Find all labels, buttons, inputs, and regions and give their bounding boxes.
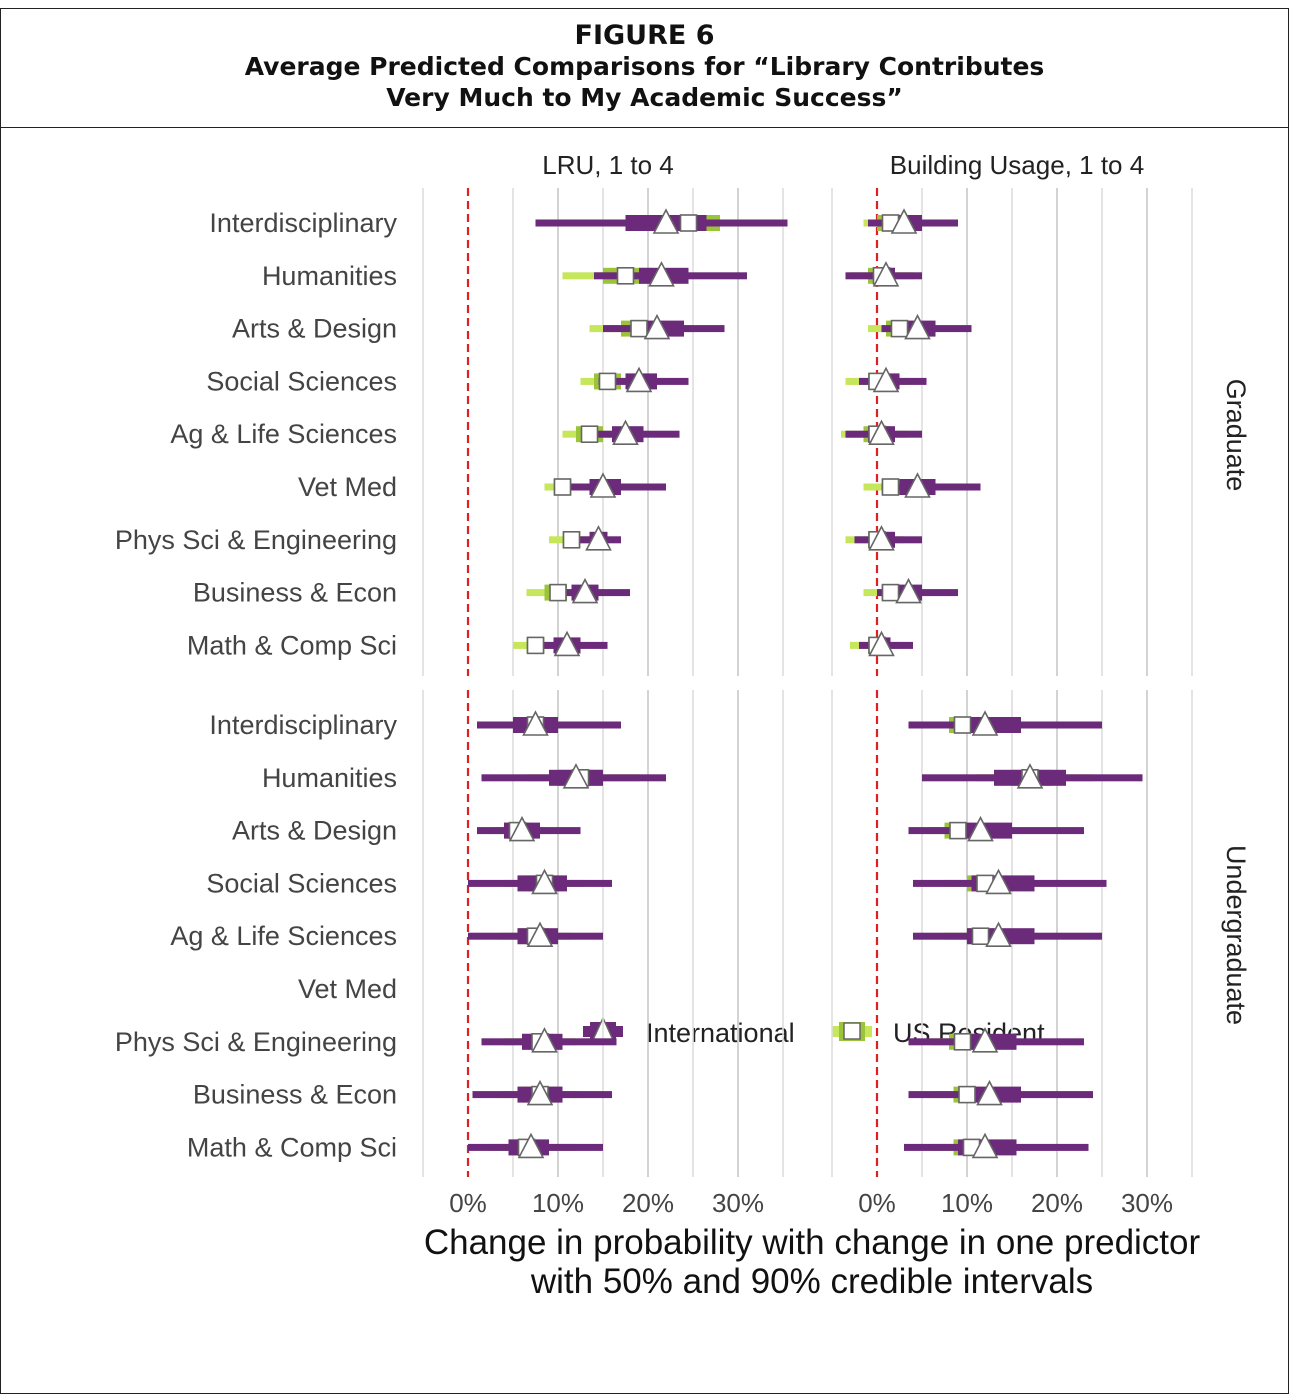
us-social-sciences-mean-square	[598, 372, 617, 391]
x-tick-label: 0%	[858, 1188, 896, 1218]
intl-interdisciplinary-mean-triangle	[971, 710, 999, 736]
category-label-phys-sci-and-engineering: Phys Sci & Engineering	[115, 1027, 397, 1057]
figure-label: FIGURE 6	[574, 20, 715, 51]
x-tick-label: 10%	[532, 1188, 584, 1218]
category-label-interdisciplinary: Interdisciplinary	[209, 208, 397, 238]
category-label-math-and-comp-sci: Math & Comp Sci	[187, 630, 397, 660]
category-label-humanities: Humanities	[262, 763, 397, 793]
x-tick-label: 10%	[941, 1188, 993, 1218]
intl-interdisciplinary-mean-triangle	[522, 710, 549, 736]
x-tick-label: 20%	[1031, 1188, 1083, 1218]
us-interdisciplinary-mean-square	[953, 716, 972, 734]
intl-arts-and-design-mean-triangle	[508, 815, 536, 842]
x-axis-title-line-2: with 50% and 90% credible intervals	[530, 1262, 1093, 1301]
intl-business-and-econ-mean-triangle	[895, 577, 922, 604]
category-label-arts-and-design: Arts & Design	[232, 314, 397, 344]
us-phys-sci-and-engineering-mean-square	[953, 1033, 972, 1051]
us-business-and-econ-mean-square	[881, 583, 900, 602]
intl-humanities-mean-triangle	[648, 261, 675, 287]
figure-title-line-2: Very Much to My Academic Success”	[386, 83, 903, 112]
category-label-business-and-econ: Business & Econ	[193, 578, 397, 608]
intl-humanities-mean-triangle	[562, 763, 590, 789]
x-axis-title-line-1: Change in probability with change in one…	[424, 1223, 1201, 1262]
intl-math-and-comp-sci-mean-triangle	[517, 1132, 545, 1159]
x-tick-label: 20%	[622, 1188, 674, 1218]
intl-arts-and-design-mean-triangle	[904, 313, 931, 340]
x-tick-label: 30%	[712, 1188, 764, 1218]
intl-phys-sci-and-engineering-mean-triangle	[585, 525, 612, 551]
us-ag-and-life-sciences-mean-square	[971, 927, 990, 946]
intl-math-and-comp-sci-mean-triangle	[868, 630, 895, 657]
facet-label-undergraduate: Undergraduate	[1221, 845, 1251, 1025]
us-business-and-econ-mean-square	[549, 583, 567, 602]
figure-frame	[0, 8, 1289, 1394]
category-label-vet-med: Vet Med	[298, 472, 397, 502]
category-label-humanities: Humanities	[262, 261, 397, 291]
intl-ag-and-life-sciences-mean-triangle	[526, 921, 554, 948]
intl-math-and-comp-sci-mean-triangle	[553, 630, 581, 657]
category-label-social-sciences: Social Sciences	[206, 366, 397, 396]
category-label-ag-and-life-sciences: Ag & Life Sciences	[170, 921, 397, 951]
intl-vet-med-mean-triangle	[589, 472, 617, 498]
panel-title-building-usage: Building Usage, 1 to 4	[890, 150, 1144, 180]
category-label-business-and-econ: Business & Econ	[193, 1080, 397, 1110]
intl-ag-and-life-sciences-mean-triangle	[868, 419, 895, 446]
intl-ag-and-life-sciences-mean-triangle	[985, 921, 1012, 948]
intl-interdisciplinary-mean-triangle	[890, 208, 918, 234]
category-label-phys-sci-and-engineering: Phys Sci & Engineering	[115, 525, 397, 555]
category-label-ag-and-life-sciences: Ag & Life Sciences	[170, 419, 397, 449]
panel-title-lru: LRU, 1 to 4	[542, 150, 674, 180]
us-arts-and-design-mean-square	[890, 319, 909, 338]
x-tick-label: 30%	[1121, 1188, 1173, 1218]
legend-key-us-resident	[832, 1022, 872, 1041]
us-phys-sci-and-engineering-mean-square	[562, 530, 581, 549]
intl-social-sciences-mean-triangle	[531, 868, 558, 895]
figure-title-line-1: Average Predicted Comparisons for “Libra…	[244, 52, 1045, 81]
us-interdisciplinary-mean-square	[679, 214, 698, 232]
category-label-arts-and-design: Arts & Design	[232, 816, 397, 846]
intl-humanities-mean-triangle	[1016, 763, 1044, 789]
us-ag-and-life-sciences-mean-square	[580, 425, 599, 444]
intl-business-and-econ-mean-triangle	[571, 577, 599, 604]
intl-arts-and-design-mean-triangle	[967, 815, 994, 842]
intl-humanities-mean-triangle	[872, 261, 900, 287]
intl-social-sciences-mean-triangle	[872, 366, 900, 393]
facet-label-graduate: Graduate	[1221, 379, 1251, 492]
category-label-social-sciences: Social Sciences	[206, 868, 397, 898]
intl-business-and-econ-mean-triangle	[526, 1079, 554, 1106]
intl-social-sciences-mean-triangle	[985, 868, 1012, 895]
intl-phys-sci-and-engineering-mean-triangle	[868, 525, 895, 551]
intl-vet-med-mean-triangle	[904, 472, 931, 498]
intl-phys-sci-and-engineering-mean-triangle	[531, 1027, 558, 1053]
intl-ag-and-life-sciences-mean-triangle	[612, 419, 639, 446]
us-math-and-comp-sci-mean-square	[526, 636, 545, 655]
category-label-vet-med: Vet Med	[298, 974, 397, 1004]
intl-business-and-econ-mean-triangle	[976, 1079, 1003, 1106]
intl-math-and-comp-sci-mean-triangle	[971, 1132, 999, 1159]
us-business-and-econ-mean-square	[958, 1085, 976, 1104]
category-label-interdisciplinary: Interdisciplinary	[209, 710, 397, 740]
intl-social-sciences-mean-triangle	[625, 366, 653, 393]
figure-title-box: FIGURE 6 Average Predicted Comparisons f…	[0, 8, 1289, 128]
x-tick-label: 0%	[449, 1188, 487, 1218]
category-label-math-and-comp-sci: Math & Comp Sci	[187, 1132, 397, 1162]
us-vet-med-mean-square	[881, 478, 900, 496]
intl-interdisciplinary-mean-triangle	[652, 208, 680, 234]
us-arts-and-design-mean-square	[949, 821, 967, 840]
us-humanities-mean-square	[616, 266, 635, 285]
intl-phys-sci-and-engineering-mean-triangle	[971, 1027, 999, 1053]
us-arts-and-design-mean-square	[630, 319, 648, 338]
legend-label-international: International	[646, 1018, 795, 1048]
us-vet-med-mean-square	[553, 478, 572, 496]
intl-arts-and-design-mean-triangle	[643, 313, 671, 340]
